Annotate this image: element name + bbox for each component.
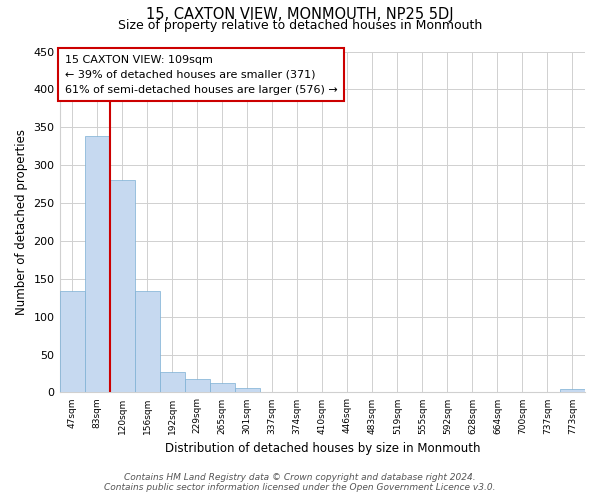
Bar: [160, 372, 185, 392]
Bar: [59, 291, 85, 392]
Text: 15, CAXTON VIEW, MONMOUTH, NP25 5DJ: 15, CAXTON VIEW, MONMOUTH, NP25 5DJ: [146, 8, 454, 22]
Bar: [110, 180, 134, 392]
X-axis label: Distribution of detached houses by size in Monmouth: Distribution of detached houses by size …: [164, 442, 480, 455]
Bar: [134, 291, 160, 392]
Bar: [209, 382, 235, 392]
Text: 15 CAXTON VIEW: 109sqm
← 39% of detached houses are smaller (371)
61% of semi-de: 15 CAXTON VIEW: 109sqm ← 39% of detached…: [65, 55, 338, 94]
Text: Contains HM Land Registry data © Crown copyright and database right 2024.
Contai: Contains HM Land Registry data © Crown c…: [104, 473, 496, 492]
Text: Size of property relative to detached houses in Monmouth: Size of property relative to detached ho…: [118, 19, 482, 32]
Bar: [185, 379, 209, 392]
Bar: [560, 390, 585, 392]
Bar: [85, 136, 110, 392]
Bar: [235, 388, 260, 392]
Y-axis label: Number of detached properties: Number of detached properties: [15, 129, 28, 315]
